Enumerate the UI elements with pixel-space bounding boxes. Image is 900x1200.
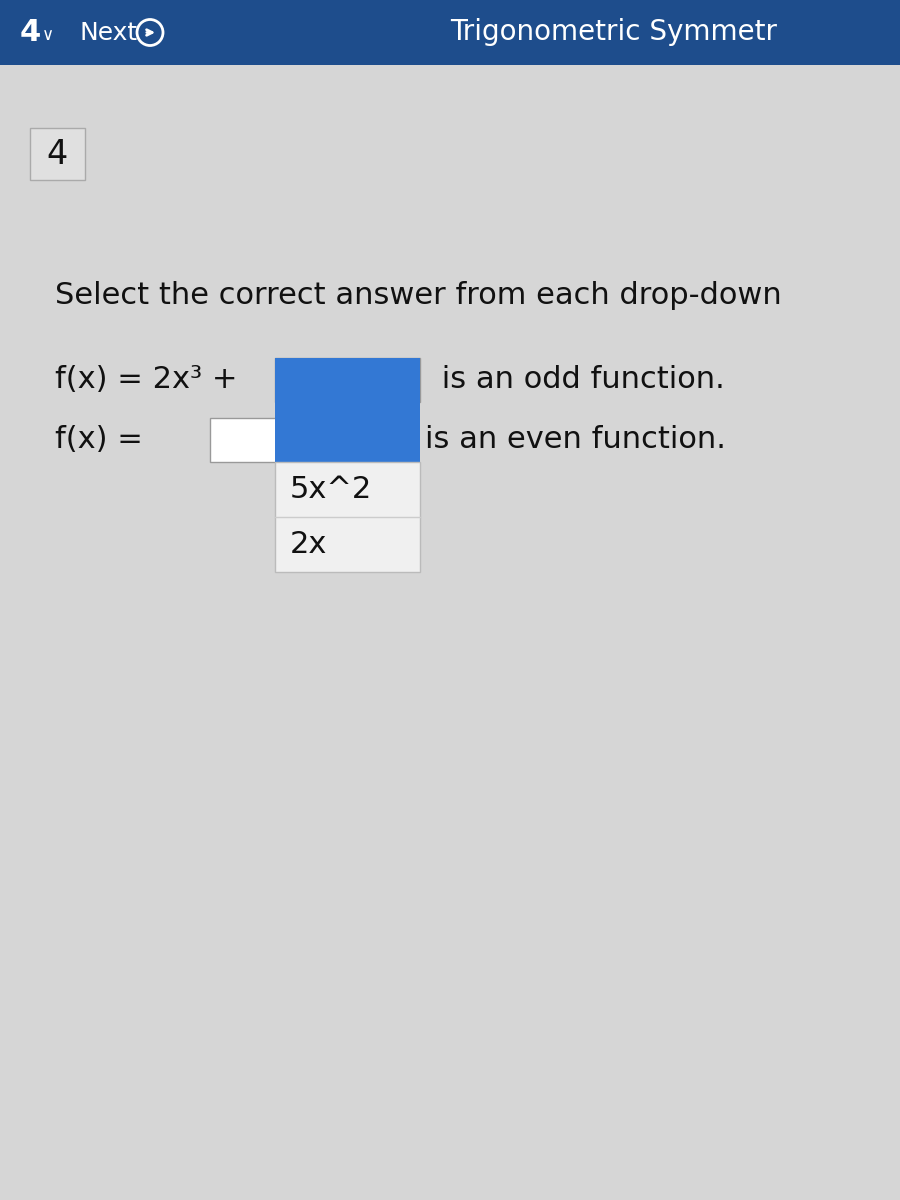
Text: 4: 4 bbox=[20, 18, 41, 47]
Text: Next: Next bbox=[80, 20, 138, 44]
Text: ∨: ∨ bbox=[42, 26, 54, 44]
Text: 5x^2: 5x^2 bbox=[290, 475, 373, 504]
Text: 2x: 2x bbox=[290, 530, 328, 559]
Text: 4: 4 bbox=[47, 138, 68, 170]
FancyBboxPatch shape bbox=[30, 128, 85, 180]
Text: f(x) = 2x³ +: f(x) = 2x³ + bbox=[55, 366, 238, 395]
FancyBboxPatch shape bbox=[210, 418, 290, 462]
FancyBboxPatch shape bbox=[0, 0, 900, 65]
Text: Select the correct answer from each drop-down: Select the correct answer from each drop… bbox=[55, 281, 782, 310]
Text: is an even function.: is an even function. bbox=[425, 426, 726, 455]
FancyBboxPatch shape bbox=[275, 462, 420, 572]
FancyBboxPatch shape bbox=[275, 358, 420, 462]
FancyBboxPatch shape bbox=[0, 65, 900, 1200]
Text: is an odd function.: is an odd function. bbox=[432, 366, 724, 395]
Text: ∨: ∨ bbox=[398, 371, 412, 390]
FancyBboxPatch shape bbox=[275, 358, 420, 402]
Text: Trigonometric Symmetr: Trigonometric Symmetr bbox=[450, 18, 777, 47]
Text: f(x) =: f(x) = bbox=[55, 426, 143, 455]
